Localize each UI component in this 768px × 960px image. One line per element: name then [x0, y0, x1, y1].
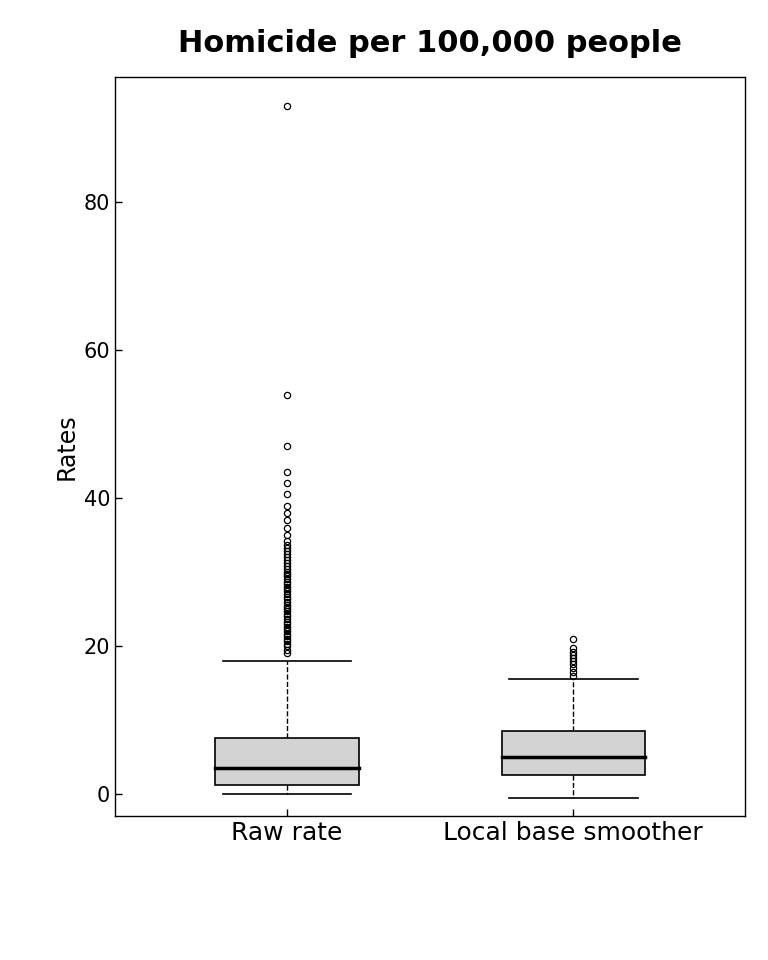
- Y-axis label: Rates: Rates: [55, 413, 78, 480]
- Bar: [502, 731, 645, 776]
- Bar: [215, 738, 359, 785]
- Title: Homicide per 100,000 people: Homicide per 100,000 people: [178, 29, 682, 58]
